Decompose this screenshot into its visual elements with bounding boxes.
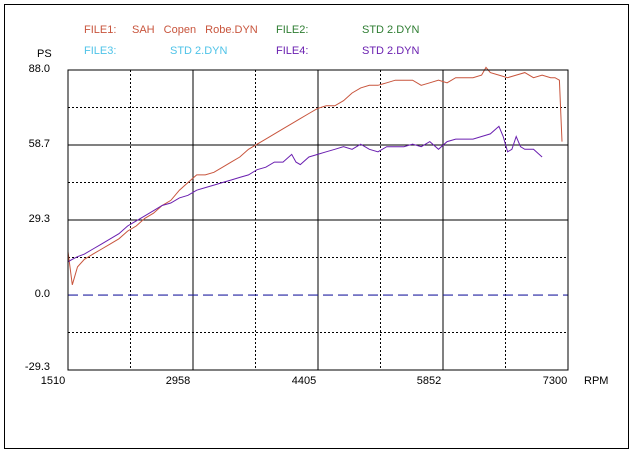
x-tick-label: 1510 — [40, 375, 66, 387]
grid-lines — [68, 70, 568, 370]
x-tick-label: 2958 — [165, 375, 191, 387]
series-line-2 — [67, 125, 543, 263]
x-tick-label: 7300 — [542, 375, 568, 387]
y-axis-label: PS — [37, 48, 52, 60]
series-line-1 — [67, 66, 563, 285]
legend-file4-label: FILE4: — [276, 45, 309, 57]
legend-file4-name: STD 2.DYN — [362, 45, 420, 57]
chart-frame — [4, 4, 629, 449]
legend-file3-label: FILE3: — [84, 45, 117, 57]
legend-file3-name: STD 2.DYN — [170, 45, 228, 57]
legend-file2-name: STD 2.DYN — [362, 24, 420, 36]
legend-file1-label: FILE1: — [84, 24, 117, 36]
legend-file1-name: SAH Copen Robe.DYN — [132, 24, 258, 36]
y-tick-label: 88.0 — [28, 63, 50, 75]
y-tick-label: 58.7 — [28, 138, 50, 150]
legend-file2-label: FILE2: — [276, 24, 309, 36]
plot-border — [67, 69, 569, 371]
x-axis-label: RPM — [584, 375, 609, 387]
x-tick-label: 5852 — [416, 375, 442, 387]
y-tick-label: 29.3 — [28, 213, 50, 225]
y-tick-label: -29.3 — [24, 361, 50, 373]
y-tick-label: 0.0 — [34, 288, 50, 300]
x-tick-label: 4405 — [291, 375, 317, 387]
series-lines — [67, 66, 563, 285]
